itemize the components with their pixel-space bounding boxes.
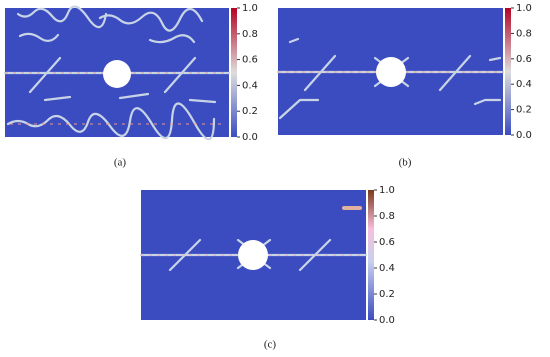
colorbar-label: 0.4 xyxy=(516,79,532,90)
colorbar-label: 0.2 xyxy=(379,289,395,300)
colorbar-label: 0.2 xyxy=(516,105,532,116)
colorbar-label: 0.0 xyxy=(242,132,258,143)
colorbar-label: 0.6 xyxy=(516,54,532,65)
field-c xyxy=(139,190,374,320)
panel-label: (b) xyxy=(399,157,412,169)
colorbar-label: 0.8 xyxy=(516,28,532,39)
colorbar-label: 0.0 xyxy=(379,315,395,326)
field-a xyxy=(3,5,237,141)
colorbar-label: 1.0 xyxy=(379,185,395,196)
colorbar-label: 1.0 xyxy=(242,3,258,14)
colorbar-label: 0.0 xyxy=(516,130,532,141)
panel-label: (a) xyxy=(114,157,127,169)
colorbar-label: 0.2 xyxy=(242,106,258,117)
colorbar-label: 0.8 xyxy=(379,211,395,222)
colorbar-label: 0.8 xyxy=(242,29,258,40)
colorbar-label: 1.0 xyxy=(516,3,532,14)
colorbar-label: 0.4 xyxy=(379,263,395,274)
field-b xyxy=(276,8,511,135)
colorbar-label: 0.6 xyxy=(242,55,258,66)
colorbar-label: 0.4 xyxy=(242,80,258,91)
panel-label: (c) xyxy=(264,339,277,351)
colorbar-label: 0.6 xyxy=(379,237,395,248)
